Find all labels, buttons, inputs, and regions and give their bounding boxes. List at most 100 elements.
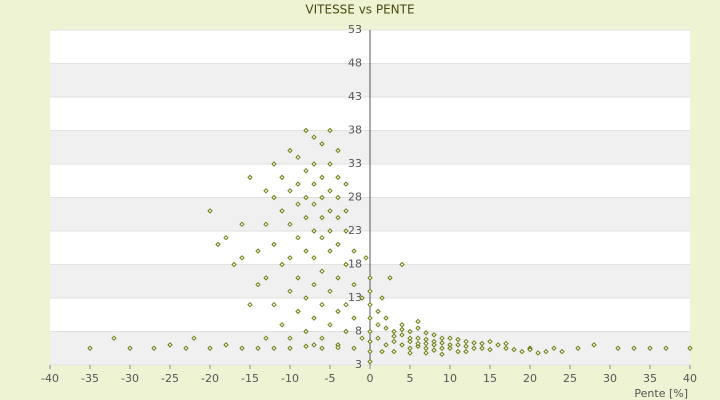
point	[271, 345, 277, 351]
point	[271, 301, 277, 308]
point	[319, 174, 325, 181]
point	[647, 345, 653, 351]
point	[359, 295, 365, 301]
point	[335, 214, 341, 221]
point	[303, 328, 309, 335]
point	[311, 201, 317, 207]
point	[311, 281, 317, 288]
point	[415, 325, 421, 331]
point	[327, 188, 333, 194]
x-tick-label: -10	[281, 372, 299, 385]
point	[231, 261, 237, 268]
x-tick-label: -5	[325, 372, 336, 385]
point	[167, 342, 173, 348]
point	[379, 295, 385, 301]
point	[255, 248, 261, 254]
x-tick-label: 40	[683, 372, 697, 385]
point	[287, 335, 293, 341]
x-tick-label: 5	[407, 372, 414, 385]
y-tick-label: 33	[348, 157, 362, 170]
point	[263, 335, 269, 341]
point	[255, 281, 261, 288]
y-tick-label: 53	[348, 23, 362, 36]
point	[687, 345, 693, 351]
point	[335, 174, 341, 181]
point	[343, 328, 349, 335]
point	[487, 346, 493, 353]
point	[239, 255, 245, 261]
point	[447, 335, 453, 341]
point	[511, 346, 517, 353]
point	[327, 208, 333, 214]
point	[271, 241, 277, 248]
point	[387, 275, 393, 281]
point	[455, 348, 461, 355]
point	[335, 275, 341, 281]
y-tick-label: 23	[348, 224, 362, 237]
point	[127, 345, 133, 351]
point	[351, 281, 357, 288]
point	[279, 174, 285, 181]
point	[423, 340, 429, 347]
y-tick-label: 13	[348, 291, 362, 304]
point	[543, 348, 549, 355]
point	[391, 333, 397, 339]
point	[439, 351, 445, 357]
point	[463, 348, 469, 355]
point	[263, 275, 269, 281]
point	[303, 248, 309, 254]
point	[399, 332, 405, 338]
point	[439, 335, 445, 341]
y-tick-label: 18	[348, 258, 362, 271]
point	[379, 348, 385, 355]
point	[207, 208, 213, 214]
point	[367, 358, 373, 365]
y-tick-label: 3	[355, 358, 362, 371]
point	[463, 338, 469, 345]
x-tick-label: -35	[81, 372, 99, 385]
point	[367, 328, 373, 335]
point	[471, 340, 477, 346]
point	[311, 134, 317, 140]
point	[287, 221, 293, 228]
point	[311, 228, 317, 234]
point	[535, 350, 541, 356]
point	[319, 345, 325, 351]
point	[311, 342, 317, 348]
point	[375, 335, 381, 341]
point	[303, 194, 309, 201]
point	[319, 141, 325, 147]
point	[287, 345, 293, 351]
x-tick-label: -20	[201, 372, 219, 385]
point	[455, 342, 461, 348]
point	[327, 127, 333, 134]
point	[415, 335, 421, 341]
point	[319, 194, 325, 201]
point	[343, 301, 349, 308]
point	[319, 301, 325, 308]
point	[247, 174, 253, 181]
point	[519, 348, 525, 355]
x-tick-label: -40	[41, 372, 59, 385]
point	[327, 322, 333, 328]
point	[87, 345, 93, 351]
point	[319, 268, 325, 274]
point	[487, 338, 493, 345]
point	[391, 338, 397, 345]
point	[223, 234, 229, 241]
point	[359, 335, 365, 341]
point	[431, 332, 437, 338]
x-tick-label: 30	[603, 372, 617, 385]
point	[295, 234, 301, 241]
point	[183, 345, 189, 351]
point	[479, 345, 485, 351]
point	[335, 241, 341, 248]
point	[239, 345, 245, 351]
point	[327, 228, 333, 234]
y-tick-label: 28	[348, 191, 362, 204]
point	[287, 288, 293, 295]
point	[367, 315, 373, 321]
point	[327, 248, 333, 254]
point	[343, 181, 349, 187]
point	[471, 345, 477, 351]
